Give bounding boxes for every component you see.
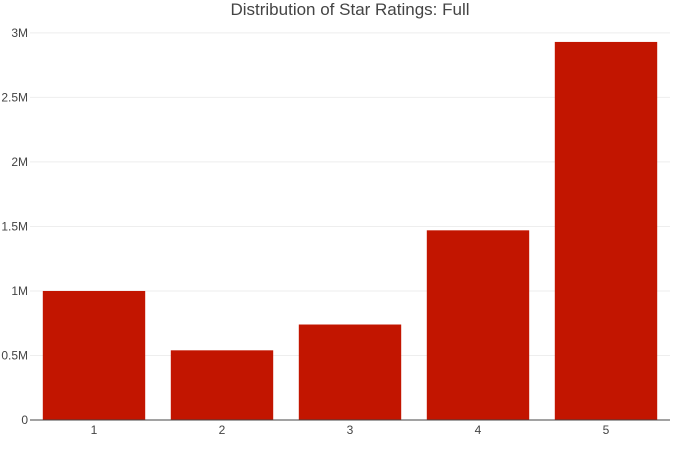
bar-4 [426, 230, 530, 420]
y-tick-label: 3M [11, 26, 28, 40]
x-tick-label: 5 [603, 423, 610, 437]
chart-title: Distribution of Star Ratings: Full [230, 0, 469, 19]
bar-3 [298, 324, 402, 420]
y-tick-label: 0.5M [1, 348, 28, 362]
y-tick-label: 1.5M [1, 219, 28, 233]
y-tick-label: 1M [11, 284, 28, 298]
y-axis-tick-labels: 0 0.5M 1M 1.5M 2M 2.5M 3M [1, 26, 28, 427]
bar-5 [554, 41, 658, 420]
x-tick-label: 1 [91, 423, 98, 437]
x-tick-label: 3 [347, 423, 354, 437]
bar-2 [170, 350, 274, 420]
x-tick-label: 2 [219, 423, 226, 437]
y-tick-label: 2M [11, 155, 28, 169]
x-axis-tick-labels: 1 2 3 4 5 [91, 423, 610, 437]
bars [42, 41, 658, 420]
y-tick-label: 0 [21, 413, 28, 427]
bar-1 [42, 290, 146, 420]
y-tick-label: 2.5M [1, 90, 28, 104]
x-tick-label: 4 [475, 423, 482, 437]
